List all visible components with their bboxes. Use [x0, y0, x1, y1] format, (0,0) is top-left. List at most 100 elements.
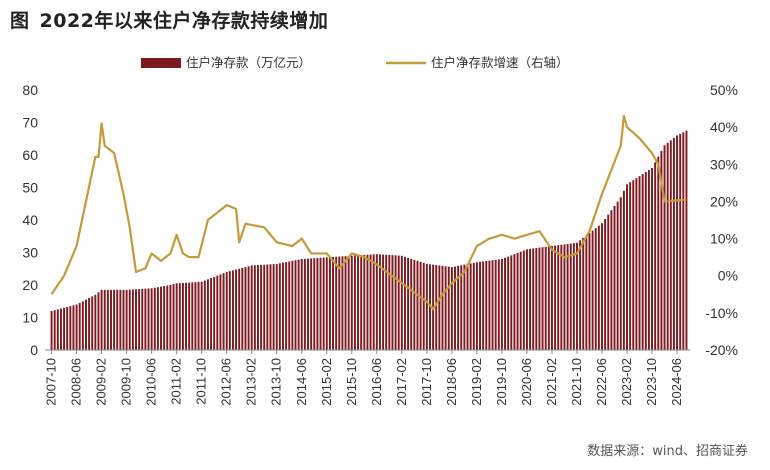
deposit-bar — [547, 246, 550, 350]
x-tick-label: 2024-06 — [669, 358, 684, 406]
deposit-bar — [166, 285, 169, 350]
y-right-tick-label: 50% — [710, 82, 738, 98]
x-tick-label: 2017-02 — [394, 358, 409, 406]
y-left-tick-label: 0 — [30, 342, 38, 358]
y-right-tick-label: 0% — [718, 268, 738, 284]
x-tick-label: 2023-10 — [644, 358, 659, 406]
deposit-bar — [679, 133, 682, 351]
deposit-bar — [591, 230, 594, 350]
deposit-bar — [372, 254, 375, 350]
x-tick-label: 2009-02 — [94, 358, 109, 406]
deposit-bar — [663, 145, 666, 350]
deposit-bar — [219, 274, 222, 350]
deposit-bar — [235, 269, 238, 350]
y-left-tick-label: 30 — [22, 245, 38, 261]
deposit-bar — [260, 264, 263, 350]
deposit-bar — [541, 247, 544, 350]
x-tick-label: 2015-02 — [319, 358, 334, 406]
deposit-bar — [619, 197, 622, 350]
deposit-bar — [181, 282, 184, 350]
x-tick-label: 2013-10 — [269, 358, 284, 406]
deposit-bar — [400, 255, 403, 350]
deposit-bar — [594, 228, 597, 351]
deposit-bar — [75, 304, 78, 350]
deposit-bar — [285, 262, 288, 350]
deposit-bar — [106, 289, 109, 351]
deposit-bar — [657, 156, 660, 351]
deposit-bar — [550, 246, 553, 350]
deposit-bar — [297, 259, 300, 350]
deposit-bar — [429, 264, 431, 350]
deposit-bar — [469, 263, 472, 350]
deposit-bar — [485, 261, 488, 350]
growth-line — [50, 114, 687, 311]
deposit-bar — [522, 250, 525, 350]
x-tick-label: 2021-10 — [569, 358, 584, 406]
deposit-bar — [360, 255, 363, 350]
deposit-bar — [507, 256, 510, 350]
deposit-bar — [597, 225, 600, 350]
deposit-bar — [128, 289, 131, 350]
x-tick-label: 2018-06 — [444, 358, 459, 406]
deposit-bar — [241, 267, 244, 350]
deposit-bar — [253, 265, 256, 350]
axes: 0 10 20 30 40 50 60 70 80 -20% -10% 0% 10% 20% 30% 40% 5… — [22, 82, 738, 406]
deposit-bar — [103, 289, 106, 351]
deposit-bar — [272, 264, 275, 350]
deposit-bar — [622, 190, 625, 350]
deposit-bar — [316, 257, 319, 350]
deposit-bar — [206, 279, 209, 350]
deposit-bars — [50, 130, 688, 351]
deposit-bar — [644, 172, 647, 350]
y-right-tick-label: -10% — [705, 305, 738, 321]
x-tick-label: 2019-10 — [494, 358, 509, 406]
deposit-bar — [319, 257, 322, 350]
deposit-bar — [72, 305, 75, 350]
deposit-bar — [538, 247, 541, 351]
deposit-bar — [178, 283, 181, 350]
deposit-bar — [479, 261, 481, 350]
deposit-bar — [247, 266, 250, 350]
deposit-bar — [332, 256, 334, 350]
legend-bar-swatch — [141, 58, 181, 68]
deposit-bar — [119, 289, 122, 351]
deposit-bar — [197, 281, 200, 350]
deposit-bar — [513, 254, 516, 351]
deposit-bar — [394, 255, 397, 350]
deposit-bar — [172, 284, 175, 350]
deposit-bar — [635, 178, 638, 350]
deposit-bar — [504, 257, 507, 350]
deposit-bar — [213, 276, 216, 351]
deposit-bar — [375, 254, 378, 351]
deposit-bar — [382, 254, 385, 350]
y-right-tick-label: 30% — [710, 156, 738, 172]
x-tick-label: 2010-06 — [144, 358, 159, 406]
deposit-bar — [419, 261, 422, 350]
deposit-bar — [188, 282, 191, 350]
deposit-bar — [257, 265, 259, 350]
deposit-bar — [275, 263, 278, 351]
deposit-bar — [410, 258, 413, 350]
figure-title-text: 2022年以来住户净存款持续增加 — [39, 10, 329, 32]
deposit-bar — [191, 282, 194, 350]
growth-line-layer — [50, 114, 687, 311]
deposit-bar — [50, 311, 53, 350]
deposit-bar — [435, 265, 438, 350]
deposit-bar — [185, 282, 188, 350]
deposit-bar — [560, 244, 563, 350]
deposit-bar — [460, 265, 463, 350]
deposit-bar — [116, 289, 119, 351]
y-right-tick-label: 10% — [710, 231, 738, 247]
deposit-bar — [222, 273, 225, 350]
deposit-bar — [529, 248, 532, 350]
x-tick-label: 2022-06 — [594, 358, 609, 406]
figure-label: 图 — [10, 10, 30, 32]
deposit-bar — [672, 137, 675, 350]
deposit-bar — [607, 214, 610, 350]
deposit-bar — [310, 258, 313, 350]
legend-growth-label: 住户净存款增速（右轴） — [431, 55, 569, 70]
deposit-bar — [325, 257, 328, 351]
x-tick-label: 2017-10 — [419, 358, 434, 406]
deposit-bar — [457, 265, 460, 350]
deposit-bar — [385, 254, 388, 350]
